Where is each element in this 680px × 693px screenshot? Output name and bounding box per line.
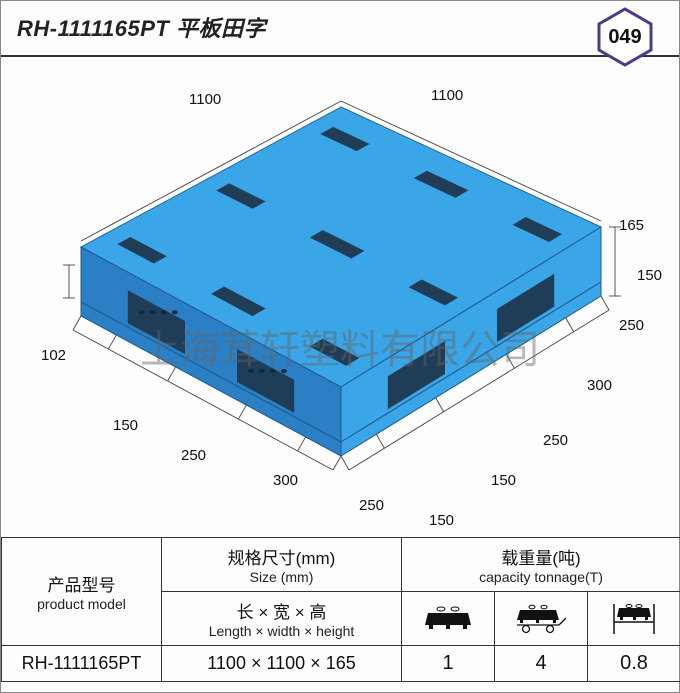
cell-static: 1 bbox=[402, 646, 495, 682]
dim-right-5: 150 bbox=[637, 267, 662, 284]
page: RH-1111165PT 平板田字 049 1100 1100 165 102 … bbox=[0, 0, 680, 693]
col-product-model: 产品型号 product model bbox=[2, 538, 162, 646]
dim-right-2: 250 bbox=[543, 432, 568, 449]
dim-right-1: 150 bbox=[491, 472, 516, 489]
col-capacity: 载重量(吨) capacity tonnage(T) bbox=[402, 538, 680, 592]
spec-table: 产品型号 product model 规格尺寸(mm) Size (mm) 载重… bbox=[1, 537, 680, 682]
dim-top-depth: 1100 bbox=[189, 91, 221, 108]
cell-model: RH-1111165PT bbox=[2, 646, 162, 682]
dim-right-3: 300 bbox=[587, 377, 612, 394]
cell-rack: 0.8 bbox=[588, 646, 680, 682]
capacity-static-icon bbox=[402, 592, 495, 646]
dim-front-4: 250 bbox=[359, 497, 384, 514]
dim-right-4: 250 bbox=[619, 317, 644, 334]
dim-front-3: 300 bbox=[273, 472, 298, 489]
dim-front-5: 150 bbox=[429, 512, 454, 529]
col-size: 规格尺寸(mm) Size (mm) bbox=[162, 538, 402, 592]
product-title: RH-1111165PT 平板田字 bbox=[17, 11, 663, 43]
table-row: RH-1111165PT 1100 × 1100 × 165 1 4 0.8 bbox=[2, 646, 680, 682]
header: RH-1111165PT 平板田字 049 bbox=[1, 1, 679, 57]
capacity-dynamic-icon bbox=[495, 592, 588, 646]
dim-front-1: 150 bbox=[113, 417, 138, 434]
cell-size: 1100 × 1100 × 165 bbox=[162, 646, 402, 682]
capacity-rack-icon bbox=[588, 592, 680, 646]
cell-dynamic: 4 bbox=[495, 646, 588, 682]
dim-top-width: 1100 bbox=[431, 87, 463, 104]
product-diagram: 1100 1100 165 102 150 250 300 250 150 15… bbox=[1, 57, 679, 537]
col-dimensions: 长 × 宽 × 高 Length × width × height bbox=[162, 592, 402, 646]
dim-front-2: 250 bbox=[181, 447, 206, 464]
table-row: 产品型号 product model 规格尺寸(mm) Size (mm) 载重… bbox=[2, 538, 680, 592]
dim-left-small: 102 bbox=[41, 347, 66, 364]
dim-height: 165 bbox=[619, 217, 644, 234]
